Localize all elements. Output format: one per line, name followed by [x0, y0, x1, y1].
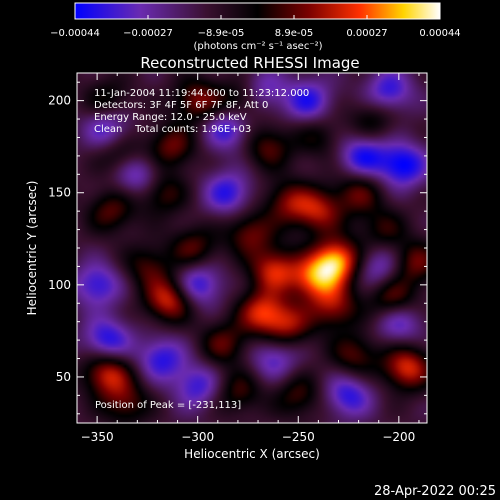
y-tick-label: 200 — [48, 94, 71, 108]
timestamp-label: 28-Apr-2022 00:25 — [374, 484, 496, 499]
y-axis-label: Heliocentric Y (arcsec) — [25, 181, 39, 316]
colorbar-tick-label: 8.9e-05 — [275, 28, 313, 39]
colorbar-unit-label: (photons cm⁻² s⁻¹ asec⁻²) — [193, 41, 322, 52]
clean-total-counts-label: Clean Total counts: 1.96E+03 — [94, 124, 251, 135]
info-annotations: 11-Jan-2004 11:19:44.000 to 11:23:12.000… — [94, 88, 309, 411]
x-axis-label: Heliocentric X (arcsec) — [184, 447, 320, 461]
y-tick-label: 50 — [56, 370, 71, 384]
colorbar-tick-label: 0.00027 — [346, 28, 387, 39]
y-axis: 50 100 150 200 — [48, 81, 427, 415]
y-tick-label: 150 — [48, 186, 71, 200]
y-tick-label: 100 — [48, 278, 71, 292]
colorbar-tick-label: 0.00044 — [419, 28, 460, 39]
colorbar: −0.00044 −0.00027 −8.9e-05 8.9e-05 0.00027 0.… — [50, 2, 461, 52]
time-range-label: 11-Jan-2004 11:19:44.000 to 11:23:12.000 — [94, 88, 309, 99]
x-tick-label: −250 — [282, 430, 315, 444]
x-tick-label: −350 — [81, 430, 114, 444]
x-axis: −350 −300 −250 −200 — [76, 73, 420, 444]
energy-range-label: Energy Range: 12.0 - 25.0 keV — [94, 112, 247, 123]
x-tick-label: −200 — [382, 430, 415, 444]
peak-position-label: Position of Peak = [-231,113] — [95, 400, 241, 411]
colorbar-tick-label: −0.00027 — [123, 28, 173, 39]
colorbar-ticks: −0.00044 −0.00027 −8.9e-05 8.9e-05 0.00027 0.… — [50, 15, 461, 39]
x-tick-label: −300 — [181, 430, 214, 444]
colorbar-tick-label: −8.9e-05 — [198, 28, 245, 39]
plot-area: −350 −300 −250 −200 50 100 150 200 — [48, 72, 428, 444]
detectors-label: Detectors: 3F 4F 5F 6F 7F 8F, Att 0 — [94, 100, 268, 111]
heatmap-image — [77, 73, 427, 423]
colorbar-tick-label: −0.00044 — [50, 28, 100, 39]
colorbar-ramp — [74, 2, 441, 20]
chart-title: Reconstructed RHESSI Image — [140, 54, 359, 72]
